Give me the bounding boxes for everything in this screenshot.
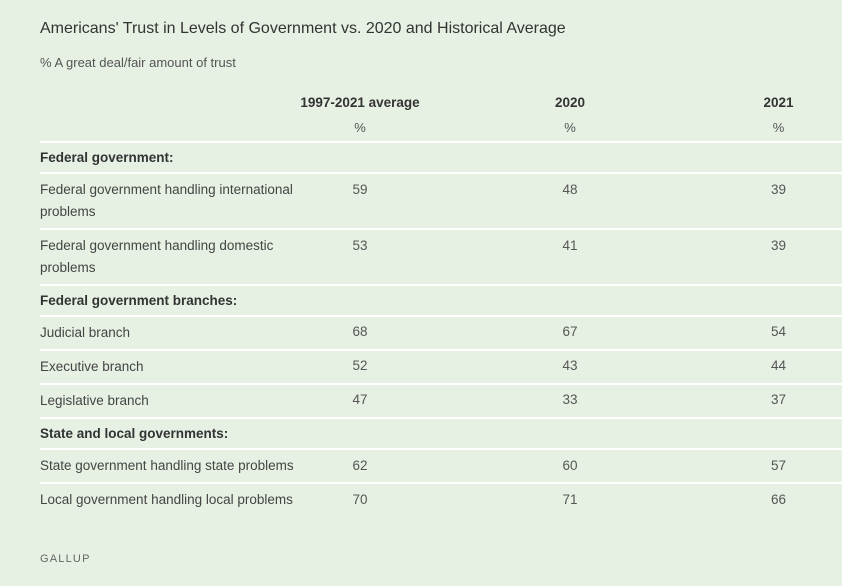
unit-label: % [354,120,366,135]
data-value: 54 [715,315,842,350]
unit-label: % [564,120,576,135]
section-heading: Federal government: [40,141,842,173]
units-blank [40,116,295,142]
trust-table: 1997-2021 average 2020 2021 % % % Federa… [40,88,842,516]
source-label: GALLUP [40,553,91,565]
column-header: 2020 [554,95,586,110]
data-value: 59 [295,172,425,229]
column-header: 1997-2021 average [300,95,420,110]
table-row: Federal government handling domestic pro… [40,228,842,285]
data-value: 39 [715,228,842,285]
data-value: 44 [715,349,842,384]
table-row: Legislative branch 47 33 37 [40,383,842,418]
data-value: 62 [295,448,425,483]
data-value: 67 [425,315,715,350]
data-value: 43 [425,349,715,384]
data-value: 39 [715,172,842,229]
section-heading: State and local governments: [40,417,842,449]
section-row: State and local governments: [40,417,842,449]
chart-title: Americans' Trust in Levels of Government… [40,20,566,37]
row-label: State government handling state problems [40,448,295,483]
data-value: 48 [425,172,715,229]
row-label: Judicial branch [40,315,295,350]
data-value: 70 [295,482,425,516]
row-label: Legislative branch [40,383,295,418]
data-value: 68 [295,315,425,350]
data-value: 57 [715,448,842,483]
unit-label: % [772,120,785,135]
units-row: % % % [40,116,842,142]
data-value: 66 [715,482,842,516]
data-value: 47 [295,383,425,418]
data-value: 37 [715,383,842,418]
section-row: Federal government: [40,141,842,173]
row-label: Local government handling local problems [40,482,295,516]
table-row: Federal government handling internationa… [40,172,842,229]
row-label: Federal government handling internationa… [40,172,295,229]
header-row: 1997-2021 average 2020 2021 [40,88,842,116]
table-row: Local government handling local problems… [40,482,842,516]
data-value: 33 [425,383,715,418]
chart-subtitle: % A great deal/fair amount of trust [40,55,236,70]
column-header: 2021 [763,95,794,110]
data-value: 71 [425,482,715,516]
table-row: Executive branch 52 43 44 [40,349,842,384]
header-blank [40,88,295,116]
data-value: 53 [295,228,425,285]
data-value: 41 [425,228,715,285]
row-label: Executive branch [40,349,295,384]
table-body: Federal government: Federal government ha… [40,141,842,516]
row-label: Federal government handling domestic pro… [40,228,295,285]
data-value: 60 [425,448,715,483]
table-row: Judicial branch 68 67 54 [40,315,842,350]
section-row: Federal government branches: [40,284,842,316]
table-row: State government handling state problems… [40,448,842,483]
section-heading: Federal government branches: [40,284,842,316]
data-value: 52 [295,349,425,384]
